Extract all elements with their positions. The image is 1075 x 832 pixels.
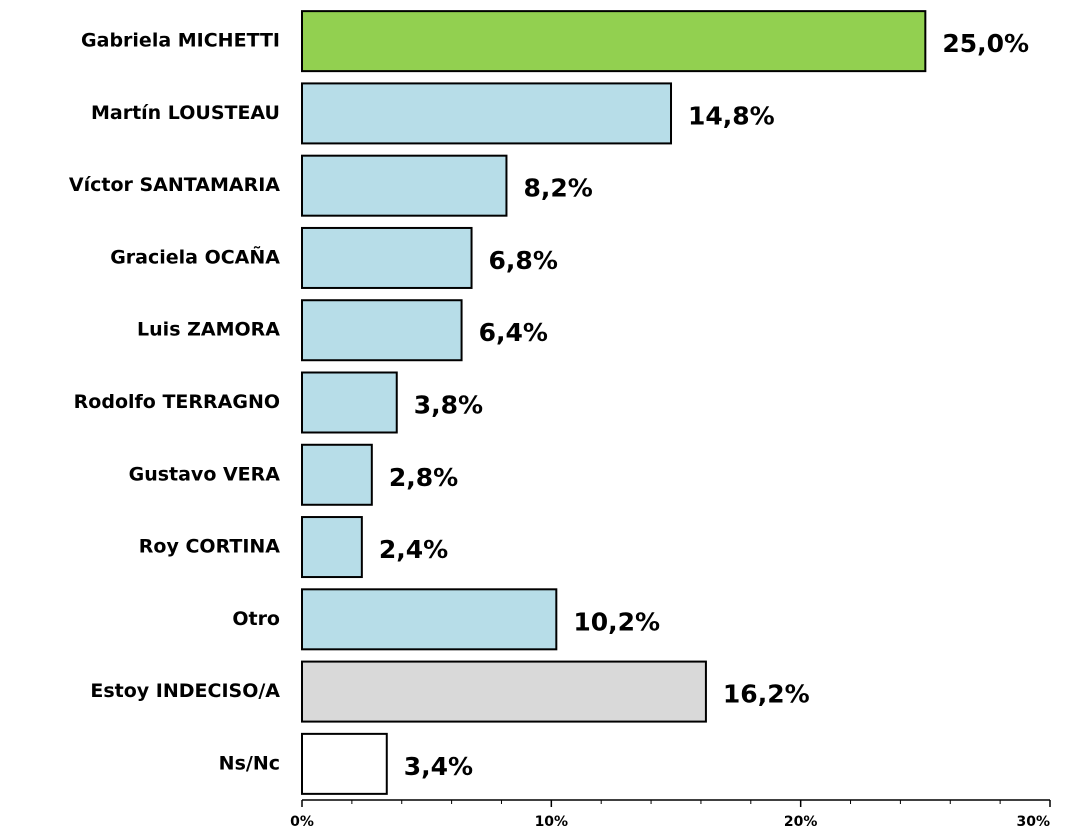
bar	[301, 660, 707, 723]
bar	[301, 10, 927, 73]
value-label: 25,0%	[942, 29, 1029, 58]
category-label: Roy CORTINA	[139, 536, 280, 558]
value-label: 6,4%	[479, 318, 548, 347]
x-tick-label: 20%	[784, 814, 818, 830]
bar	[301, 371, 398, 434]
category-label: Martín LOUSTEAU	[91, 102, 280, 124]
x-tick-label: 0%	[290, 814, 314, 830]
category-label: Gabriela MICHETTI	[81, 30, 280, 52]
category-label: Rodolfo TERRAGNO	[74, 391, 280, 413]
bar	[301, 82, 673, 145]
value-label: 3,8%	[414, 391, 483, 420]
category-label: Luis ZAMORA	[137, 319, 280, 341]
bar	[301, 588, 558, 651]
category-label: Estoy INDECISO/A	[90, 680, 280, 702]
category-label: Gustavo VERA	[129, 463, 281, 485]
value-label: 16,2%	[723, 680, 810, 709]
bar	[301, 299, 463, 362]
bar	[301, 516, 363, 579]
x-tick-label: 30%	[1016, 814, 1050, 830]
value-label: 14,8%	[688, 101, 775, 130]
value-label: 2,4%	[379, 535, 448, 564]
value-label: 10,2%	[573, 607, 660, 636]
bar	[301, 732, 388, 795]
category-label: Otro	[232, 608, 280, 630]
bar	[301, 226, 473, 289]
value-label: 3,4%	[404, 752, 473, 781]
x-tick-label: 10%	[535, 814, 569, 830]
category-label: Graciela OCAÑA	[110, 244, 280, 268]
category-label: Ns/Nc	[219, 752, 280, 774]
value-label: 6,8%	[489, 246, 558, 275]
bar	[301, 154, 508, 217]
bar	[301, 443, 373, 506]
value-label: 8,2%	[523, 174, 592, 203]
category-label: Víctor SANTAMARIA	[69, 174, 280, 196]
value-label: 2,8%	[389, 463, 458, 492]
